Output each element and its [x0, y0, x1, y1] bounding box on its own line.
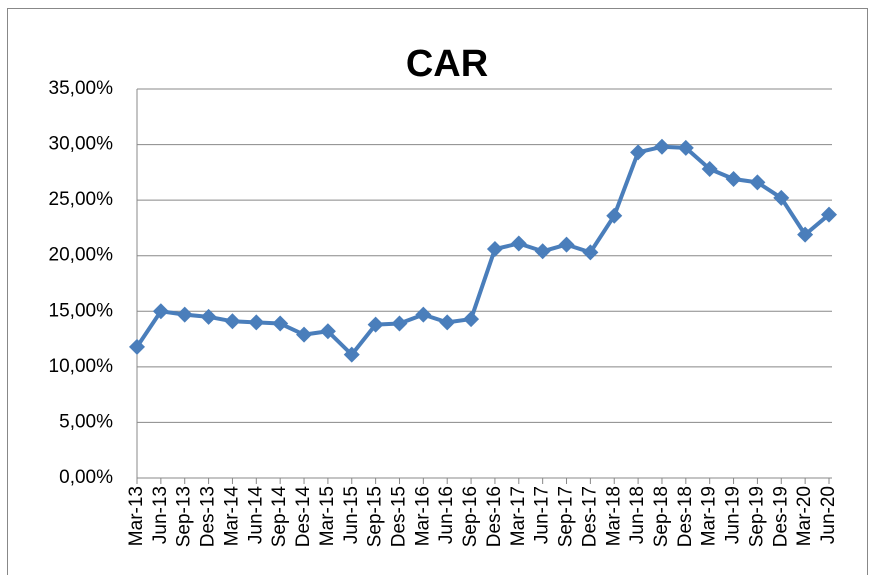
- marker: [677, 139, 694, 156]
- marker: [653, 138, 670, 155]
- marker: [439, 314, 456, 331]
- y-tick-label: 20,00%: [49, 245, 114, 266]
- x-tick-label: Sep-17: [556, 486, 577, 547]
- marker: [463, 311, 480, 328]
- x-tick-label: Jun-16: [436, 486, 457, 544]
- x-tick-label: Mar-18: [603, 486, 624, 546]
- x-tick-label: Sep-19: [746, 486, 767, 547]
- marker: [343, 346, 360, 363]
- x-tick-label: Jun-19: [723, 486, 744, 544]
- x-tick-label: Des-18: [675, 486, 696, 547]
- y-tick-label: 10,00%: [49, 356, 114, 377]
- chart-frame: [7, 8, 868, 575]
- marker: [510, 235, 527, 252]
- x-tick-label: Mar-15: [317, 486, 338, 546]
- marker: [582, 244, 599, 261]
- marker: [630, 144, 647, 161]
- marker: [367, 316, 384, 333]
- x-tick-label: Des-16: [484, 486, 505, 547]
- x-tick-label: Sep-18: [651, 486, 672, 547]
- x-tick-label: Des-19: [770, 486, 791, 547]
- x-tick-label: Des-13: [198, 486, 219, 547]
- y-tick-label: 0,00%: [59, 467, 113, 488]
- marker: [129, 338, 145, 355]
- marker: [224, 313, 241, 330]
- y-tick-label: 15,00%: [49, 300, 114, 321]
- x-tick-label: Sep-14: [269, 486, 290, 548]
- y-tick-label: 35,00%: [49, 78, 114, 99]
- marker: [558, 236, 575, 253]
- x-tick-label: Des-17: [579, 486, 600, 547]
- marker: [797, 226, 814, 243]
- x-tick-label: Mar-17: [508, 486, 529, 546]
- chart-title: CAR: [406, 43, 488, 85]
- marker: [821, 206, 837, 223]
- x-tick-label: Sep-16: [460, 486, 481, 547]
- x-tick-label: Des-14: [293, 486, 314, 548]
- marker: [773, 189, 790, 206]
- marker: [176, 306, 193, 323]
- x-tick-label: Jun-18: [627, 486, 648, 544]
- marker: [486, 241, 503, 258]
- x-tick-label: Jun-15: [341, 486, 362, 544]
- x-tick-label: Jun-20: [818, 486, 839, 544]
- marker: [415, 306, 432, 323]
- x-tick-label: Mar-14: [221, 486, 242, 547]
- x-tick-label: Sep-15: [365, 486, 386, 547]
- y-tick-label: 5,00%: [59, 411, 113, 432]
- x-tick-label: Jun-17: [532, 486, 553, 544]
- marker: [391, 315, 408, 332]
- marker: [200, 308, 217, 325]
- marker: [272, 315, 289, 332]
- x-tick-label: Mar-16: [412, 486, 433, 546]
- x-tick-label: Sep-13: [174, 486, 195, 547]
- x-tick-label: Mar-20: [794, 486, 815, 546]
- marker: [248, 314, 265, 331]
- marker: [296, 326, 313, 343]
- x-tick-label: Mar-13: [126, 486, 147, 546]
- marker: [725, 171, 742, 188]
- x-tick-label: Jun-14: [245, 486, 266, 545]
- marker: [152, 303, 169, 320]
- y-tick-label: 25,00%: [49, 189, 114, 210]
- marker: [319, 323, 336, 340]
- x-tick-label: Jun-13: [150, 486, 171, 544]
- marker: [606, 207, 623, 224]
- marker: [534, 243, 551, 260]
- x-tick-label: Des-15: [388, 486, 409, 547]
- marker: [749, 174, 766, 191]
- marker: [701, 161, 718, 178]
- x-tick-label: Mar-19: [699, 486, 720, 546]
- y-tick-label: 30,00%: [49, 134, 114, 155]
